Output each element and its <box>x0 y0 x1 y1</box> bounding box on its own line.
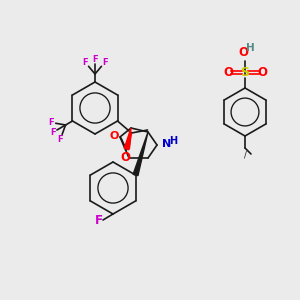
Text: N: N <box>162 139 171 149</box>
Text: O: O <box>109 131 119 141</box>
Text: O: O <box>223 65 233 79</box>
Text: F: F <box>82 58 88 67</box>
Text: F: F <box>95 214 103 227</box>
Polygon shape <box>124 128 131 148</box>
Text: H: H <box>246 43 254 53</box>
Text: O: O <box>121 151 130 164</box>
Text: F: F <box>48 118 54 127</box>
Text: F: F <box>58 135 63 144</box>
Polygon shape <box>124 133 131 150</box>
Text: S: S <box>241 65 250 79</box>
Text: O: O <box>257 65 267 79</box>
Text: /: / <box>244 151 246 160</box>
Text: H: H <box>169 136 177 146</box>
Polygon shape <box>133 132 148 176</box>
Text: F: F <box>50 128 56 137</box>
Text: F: F <box>102 58 107 67</box>
Text: F: F <box>92 55 98 64</box>
Text: O: O <box>238 46 248 59</box>
